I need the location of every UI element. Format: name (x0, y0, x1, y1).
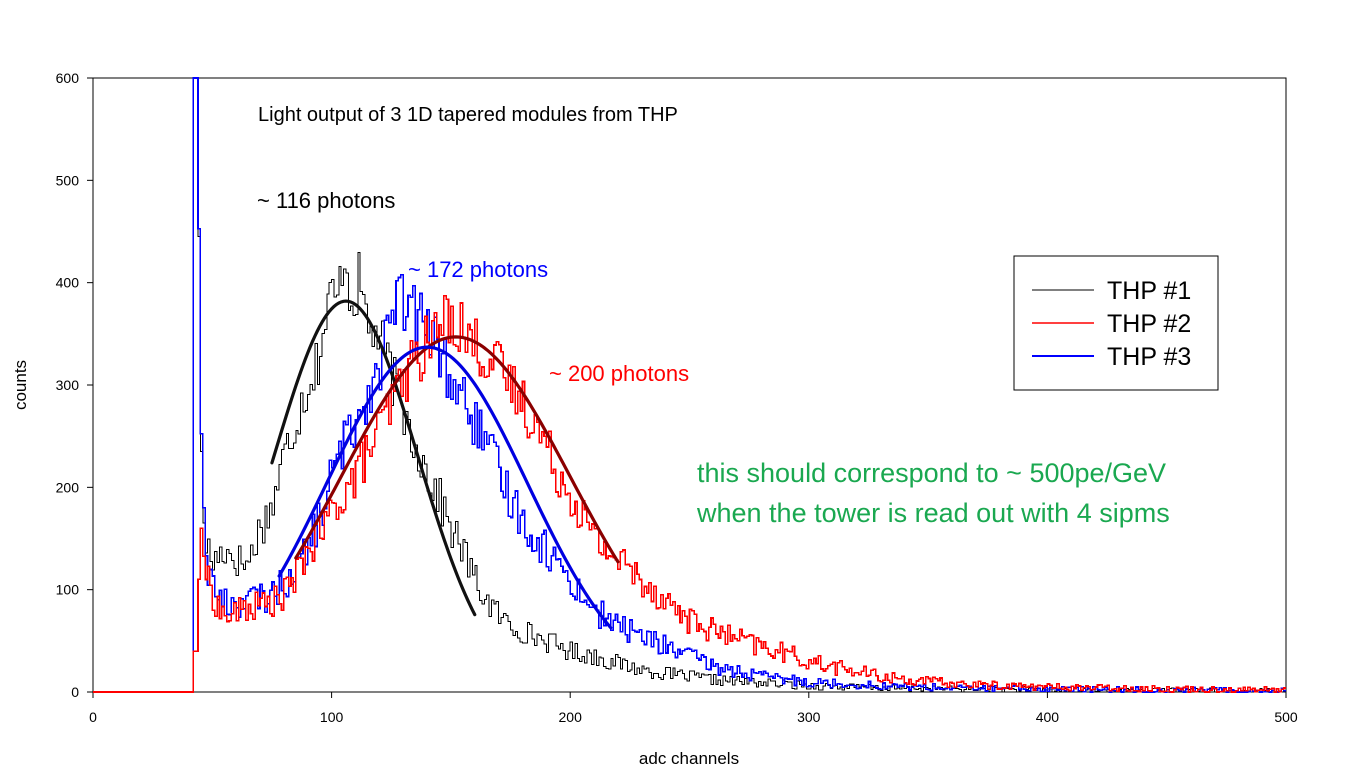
x-tick-label: 200 (559, 709, 583, 725)
legend: THP #1 THP #2 THP #3 (1013, 255, 1219, 391)
fit-curve-thp-3 (277, 345, 613, 630)
y-tick-label: 300 (56, 377, 80, 393)
y-tick-label: 200 (56, 479, 80, 495)
x-tick-label: 0 (89, 709, 97, 725)
fit-curves (270, 299, 620, 630)
y-tick-label: 500 (56, 172, 80, 188)
x-tick-label: 400 (1036, 709, 1060, 725)
y-tick-label: 0 (71, 684, 79, 700)
annotation-thp1-photons: ~ 116 photons (257, 188, 395, 213)
y-axis-title: counts (11, 360, 30, 410)
y-axis: 0 100 200 300 400 500 600 (56, 70, 93, 700)
chart-title: Light output of 3 1D tapered modules fro… (258, 104, 678, 126)
x-axis: 0 100 200 300 400 500 (89, 692, 1298, 725)
x-tick-label: 300 (797, 709, 821, 725)
legend-label-thp1: THP #1 (1107, 277, 1191, 305)
y-tick-label: 600 (56, 70, 80, 86)
x-axis-title: adc channels (639, 749, 739, 768)
x-tick-label: 500 (1274, 709, 1298, 725)
y-tick-label: 100 (56, 582, 80, 598)
series-thp-3 (93, 77, 1286, 693)
legend-label-thp3: THP #3 (1107, 343, 1191, 371)
note-line-2: when the tower is read out with 4 sipms (696, 498, 1170, 528)
legend-label-thp2: THP #2 (1107, 310, 1191, 338)
fit-curve-thp-1 (270, 299, 477, 617)
y-tick-label: 400 (56, 275, 80, 291)
x-tick-label: 100 (320, 709, 344, 725)
annotation-thp2-photons: ~ 200 photons (549, 361, 689, 386)
annotation-thp3-photons: ~ 172 photons (408, 257, 548, 282)
series-thp-2 (93, 294, 1286, 693)
data-series (93, 77, 1286, 693)
note-line-1: this should correspond to ~ 500pe/GeV (697, 458, 1166, 488)
fit-curve-thp-2 (294, 335, 620, 564)
